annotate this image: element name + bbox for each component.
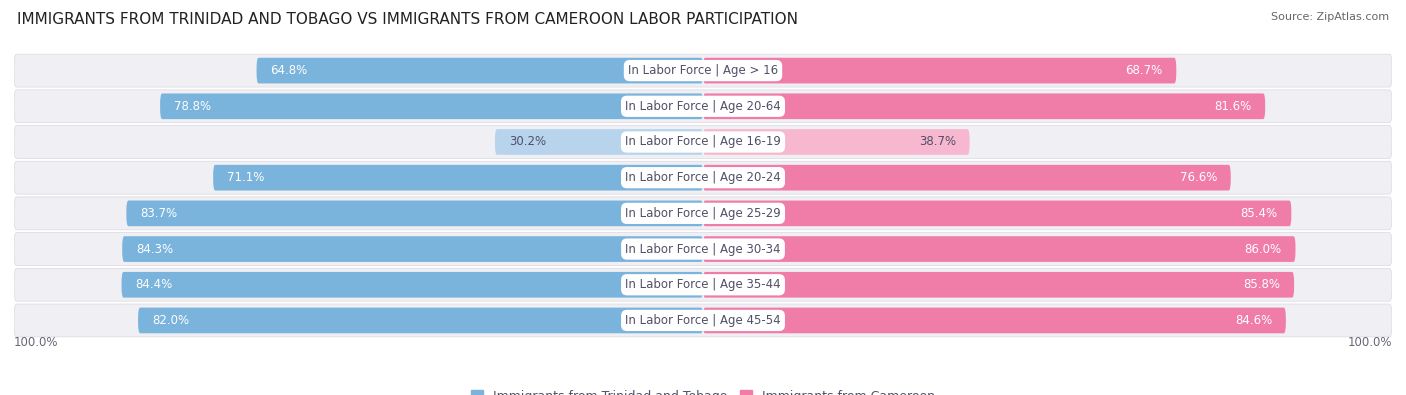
Text: 85.8%: 85.8%	[1243, 278, 1281, 291]
Text: 84.3%: 84.3%	[136, 243, 173, 256]
Text: In Labor Force | Age 45-54: In Labor Force | Age 45-54	[626, 314, 780, 327]
FancyBboxPatch shape	[256, 58, 703, 83]
Text: In Labor Force | Age 35-44: In Labor Force | Age 35-44	[626, 278, 780, 291]
FancyBboxPatch shape	[122, 236, 703, 262]
Text: In Labor Force | Age 20-64: In Labor Force | Age 20-64	[626, 100, 780, 113]
FancyBboxPatch shape	[703, 201, 1291, 226]
Text: In Labor Force | Age 25-29: In Labor Force | Age 25-29	[626, 207, 780, 220]
Text: 30.2%: 30.2%	[509, 135, 546, 149]
Text: 100.0%: 100.0%	[1347, 336, 1392, 349]
FancyBboxPatch shape	[703, 272, 1294, 297]
FancyBboxPatch shape	[703, 58, 1177, 83]
Text: 76.6%: 76.6%	[1180, 171, 1218, 184]
FancyBboxPatch shape	[14, 197, 1392, 230]
FancyBboxPatch shape	[14, 90, 1392, 123]
Text: 64.8%: 64.8%	[270, 64, 308, 77]
Text: In Labor Force | Age 20-24: In Labor Force | Age 20-24	[626, 171, 780, 184]
FancyBboxPatch shape	[127, 201, 703, 226]
Text: 71.1%: 71.1%	[226, 171, 264, 184]
FancyBboxPatch shape	[495, 129, 703, 155]
Text: 38.7%: 38.7%	[918, 135, 956, 149]
FancyBboxPatch shape	[703, 308, 1286, 333]
Text: 81.6%: 81.6%	[1215, 100, 1251, 113]
FancyBboxPatch shape	[138, 308, 703, 333]
Text: 82.0%: 82.0%	[152, 314, 188, 327]
FancyBboxPatch shape	[14, 304, 1392, 337]
FancyBboxPatch shape	[703, 94, 1265, 119]
Text: 84.4%: 84.4%	[135, 278, 173, 291]
FancyBboxPatch shape	[703, 236, 1295, 262]
FancyBboxPatch shape	[160, 94, 703, 119]
Legend: Immigrants from Trinidad and Tobago, Immigrants from Cameroon: Immigrants from Trinidad and Tobago, Imm…	[471, 389, 935, 395]
FancyBboxPatch shape	[703, 165, 1230, 190]
Text: In Labor Force | Age > 16: In Labor Force | Age > 16	[628, 64, 778, 77]
Text: 85.4%: 85.4%	[1240, 207, 1278, 220]
Text: 86.0%: 86.0%	[1244, 243, 1282, 256]
FancyBboxPatch shape	[121, 272, 703, 297]
FancyBboxPatch shape	[14, 233, 1392, 265]
FancyBboxPatch shape	[14, 268, 1392, 301]
FancyBboxPatch shape	[14, 54, 1392, 87]
Text: In Labor Force | Age 30-34: In Labor Force | Age 30-34	[626, 243, 780, 256]
FancyBboxPatch shape	[703, 129, 970, 155]
FancyBboxPatch shape	[14, 161, 1392, 194]
Text: 83.7%: 83.7%	[141, 207, 177, 220]
FancyBboxPatch shape	[214, 165, 703, 190]
Text: 68.7%: 68.7%	[1125, 64, 1163, 77]
Text: 78.8%: 78.8%	[174, 100, 211, 113]
Text: 100.0%: 100.0%	[14, 336, 59, 349]
FancyBboxPatch shape	[14, 126, 1392, 158]
Text: 84.6%: 84.6%	[1234, 314, 1272, 327]
Text: Source: ZipAtlas.com: Source: ZipAtlas.com	[1271, 12, 1389, 22]
Text: IMMIGRANTS FROM TRINIDAD AND TOBAGO VS IMMIGRANTS FROM CAMEROON LABOR PARTICIPAT: IMMIGRANTS FROM TRINIDAD AND TOBAGO VS I…	[17, 12, 797, 27]
Text: In Labor Force | Age 16-19: In Labor Force | Age 16-19	[626, 135, 780, 149]
